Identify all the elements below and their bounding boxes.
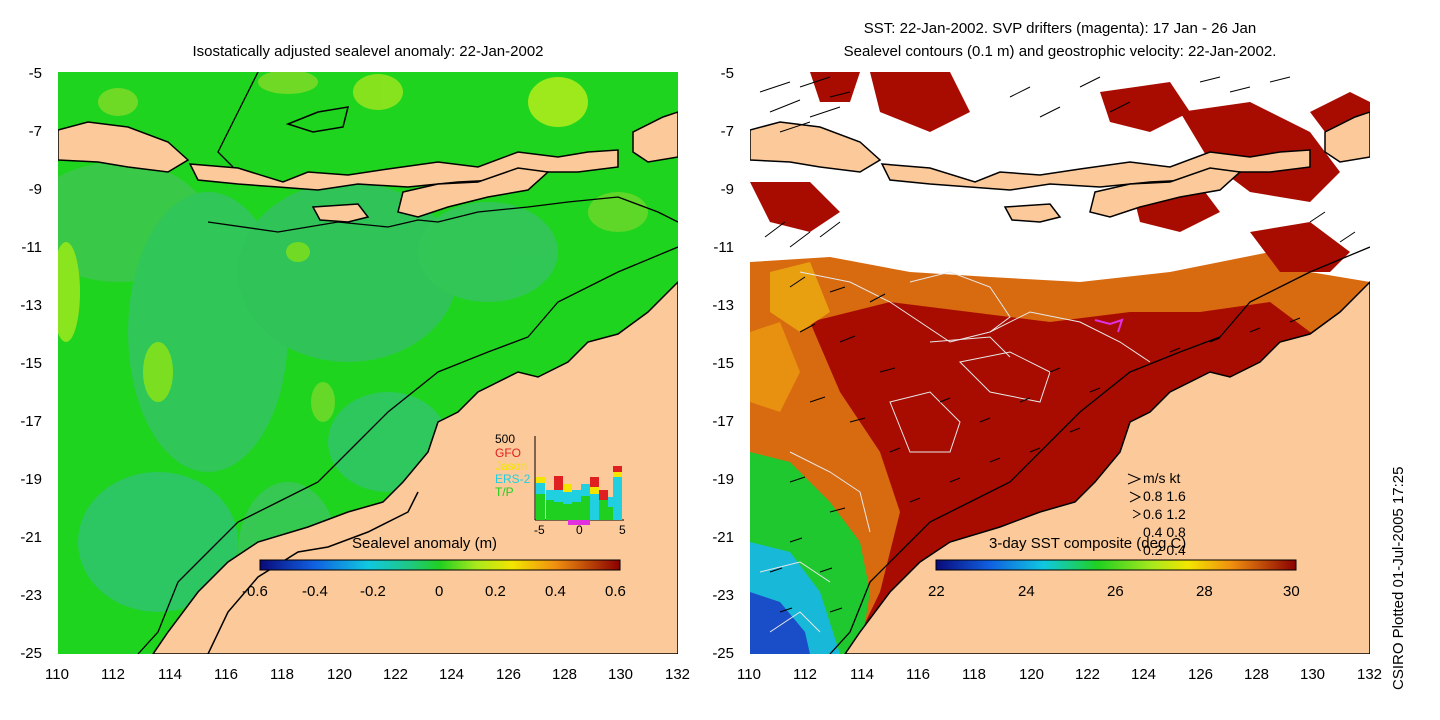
x-tick: 124	[1131, 666, 1157, 683]
inset-xtick: 0	[576, 523, 583, 537]
svg-text:0.8 1.6: 0.8 1.6	[1143, 488, 1186, 504]
svg-text:28: 28	[1196, 583, 1213, 600]
y-tick: -19	[712, 471, 734, 488]
right-colorbar-label: 3-day SST composite (deg C)	[989, 535, 1186, 552]
sealevel-contours	[759, 271, 1151, 633]
left-panel-title: Isostatically adjusted sealevel anomaly:…	[192, 43, 544, 60]
y-tick: -21	[712, 529, 734, 546]
left-colorbar-ticks: -0.6 -0.4 -0.2 0 0.2 0.4 0.6	[242, 583, 626, 600]
svg-text:0: 0	[435, 583, 443, 600]
svp-drifter-track	[1094, 318, 1124, 333]
y-tick: -13	[712, 297, 734, 314]
y-tick: -25	[712, 645, 734, 662]
right-colorbar-ticks: 22 24 26 28 30	[928, 583, 1300, 600]
bathymetry-contour	[137, 72, 678, 654]
svg-text:-0.6: -0.6	[242, 583, 268, 600]
x-tick: 112	[793, 666, 817, 683]
svg-text:0.6: 0.6	[605, 583, 626, 600]
plot-credit: CSIRO Plotted 01-Jul-2005 17:25	[1390, 466, 1407, 690]
right-panel-title-line2: Sealevel contours (0.1 m) and geostrophi…	[843, 43, 1277, 60]
y-tick: -17	[20, 413, 42, 430]
inset-legend-ers2: ERS-2	[495, 472, 531, 486]
x-tick: 122	[383, 666, 409, 683]
inset-legend-jason: Jason	[495, 459, 527, 473]
x-tick: 126	[496, 666, 522, 683]
x-tick: 126	[1188, 666, 1214, 683]
inset-xtick: 5	[619, 523, 626, 537]
inset-ymax-label: 500	[495, 432, 515, 446]
bathymetry-contour	[829, 246, 1370, 654]
svg-text:0.6 1.2: 0.6 1.2	[1143, 506, 1186, 522]
svg-text:30: 30	[1283, 583, 1300, 600]
y-tick: -7	[28, 123, 42, 140]
velocity-legend: m/s kt 0.8 1.6 0.6 1.2 0.4 0.8 0.2 0.4	[1127, 470, 1186, 558]
y-tick: -25	[20, 645, 42, 662]
x-tick: 120	[327, 666, 353, 683]
x-tick: 114	[850, 666, 874, 683]
left-colorbar-label: Sealevel anomaly (m)	[352, 535, 497, 552]
x-tick: 124	[439, 666, 465, 683]
y-tick: -9	[720, 181, 734, 198]
y-tick: -11	[21, 239, 42, 256]
x-tick: 118	[270, 666, 294, 683]
x-tick: 110	[737, 666, 761, 683]
x-tick: 128	[1244, 666, 1270, 683]
y-tick: -23	[712, 587, 734, 604]
svg-text:m/s kt: m/s kt	[1143, 470, 1180, 486]
geostrophic-velocity-arrows	[759, 76, 1356, 613]
x-tick: 116	[906, 666, 930, 683]
anomaly-patches	[58, 72, 648, 622]
inset-bars	[536, 466, 622, 520]
svg-text:0.4: 0.4	[545, 583, 566, 600]
y-tick: -17	[712, 413, 734, 430]
y-tick: -5	[28, 65, 42, 82]
y-tick: -15	[20, 355, 42, 372]
right-colorbar	[935, 559, 1297, 571]
x-tick: 114	[158, 666, 182, 683]
right-panel-title-line1: SST: 22-Jan-2002. SVP drifters (magenta)…	[863, 20, 1257, 37]
y-tick: -13	[20, 297, 42, 314]
data-count-inset: 500 GFO Jason ERS-2 T/P -5 0 5	[495, 432, 626, 537]
y-tick: -21	[20, 529, 42, 546]
x-tick: 112	[101, 666, 125, 683]
y-tick: -15	[712, 355, 734, 372]
inset-legend-gfo: GFO	[495, 446, 521, 460]
sst-map: m/s kt 0.8 1.6 0.6 1.2 0.4 0.8 0.2 0.4 3…	[750, 72, 1370, 654]
inset-legend-tp: T/P	[495, 485, 514, 499]
left-colorbar	[259, 559, 621, 571]
svg-text:-0.4: -0.4	[302, 583, 328, 600]
svg-text:0.2 0.4: 0.2 0.4	[1143, 542, 1186, 558]
svg-text:0.2: 0.2	[485, 583, 506, 600]
x-tick: 116	[214, 666, 238, 683]
x-tick: 130	[1300, 666, 1326, 683]
x-tick: 120	[1019, 666, 1045, 683]
svg-text:24: 24	[1018, 583, 1035, 600]
x-tick: 122	[1075, 666, 1101, 683]
svg-text:22: 22	[928, 583, 945, 600]
y-tick: -5	[720, 65, 734, 82]
x-tick: 118	[962, 666, 986, 683]
svg-text:0.4 0.8: 0.4 0.8	[1143, 524, 1186, 540]
svg-text:-0.2: -0.2	[360, 583, 386, 600]
y-tick: -23	[20, 587, 42, 604]
x-tick: 110	[45, 666, 69, 683]
y-tick: -11	[713, 239, 734, 256]
y-tick: -19	[20, 471, 42, 488]
y-tick: -7	[720, 123, 734, 140]
x-tick: 130	[608, 666, 634, 683]
y-tick: -9	[28, 181, 42, 198]
x-tick: 132	[665, 666, 691, 683]
inset-drifter-window	[568, 520, 590, 525]
svg-text:26: 26	[1107, 583, 1124, 600]
inset-xtick: -5	[534, 523, 545, 537]
x-tick: 132	[1357, 666, 1383, 683]
x-tick: 128	[552, 666, 578, 683]
sealevel-anomaly-map: 500 GFO Jason ERS-2 T/P -5 0 5	[58, 72, 678, 654]
